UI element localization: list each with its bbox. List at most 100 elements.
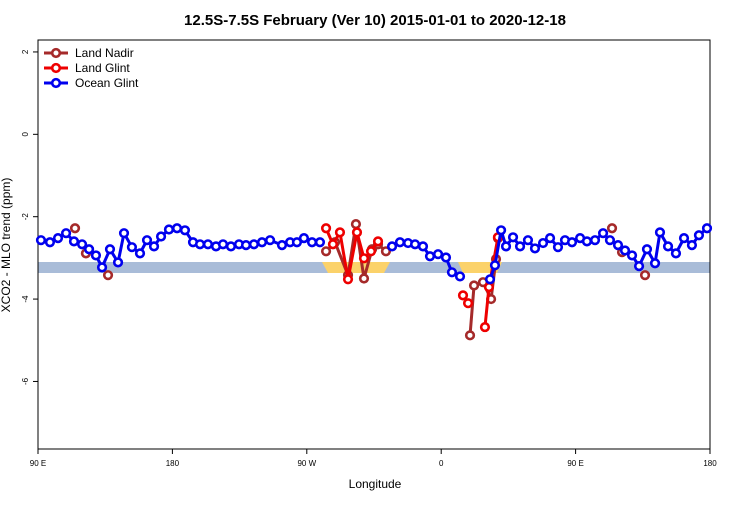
point [464, 330, 476, 341]
point [365, 246, 377, 257]
point [597, 228, 609, 239]
point [639, 270, 651, 281]
legend-marker [50, 62, 62, 74]
point [612, 240, 624, 251]
point [500, 241, 512, 252]
chart-title: 12.5S-7.5S February (Ver 10) 2015-01-01 … [184, 12, 566, 29]
y-tick-label: -4 [21, 295, 30, 303]
point [589, 235, 601, 246]
point [155, 231, 167, 242]
x-tick-label: 180 [703, 459, 717, 468]
point [529, 243, 541, 254]
point [670, 248, 682, 259]
point [372, 236, 384, 247]
point [179, 225, 191, 236]
land-band [322, 262, 390, 273]
point [148, 241, 160, 252]
point [581, 236, 593, 247]
point [264, 235, 276, 246]
point [83, 244, 95, 255]
y-tick-label: 0 [21, 132, 30, 137]
point [320, 246, 332, 257]
point [457, 290, 469, 301]
point [514, 241, 526, 252]
x-tick-label: 90 W [297, 459, 316, 468]
plot-frame [37, 39, 711, 450]
point [409, 239, 421, 250]
point [320, 223, 332, 234]
point [484, 274, 496, 285]
point [35, 235, 47, 246]
y-axis-label: XCO2 - MLO trend (ppm) [0, 178, 13, 313]
point [641, 244, 653, 255]
point [342, 274, 354, 285]
point [112, 257, 124, 268]
legend-label: Ocean Glint [75, 76, 139, 90]
point [134, 248, 146, 259]
legend-label: Land Nadir [75, 46, 134, 60]
point [202, 239, 214, 250]
point [248, 239, 260, 250]
point [350, 219, 362, 230]
point [417, 241, 429, 252]
point [298, 233, 310, 244]
x-tick-label: 180 [166, 459, 180, 468]
point [76, 239, 88, 250]
point [141, 235, 153, 246]
x-tick-label: 0 [439, 459, 444, 468]
point [327, 239, 339, 250]
point [358, 273, 370, 284]
point [633, 261, 645, 272]
point [351, 227, 363, 238]
point [118, 228, 130, 239]
point [446, 267, 458, 278]
point [291, 237, 303, 248]
point [68, 236, 80, 247]
point [489, 260, 501, 271]
point [306, 237, 318, 248]
point [552, 242, 564, 253]
point [662, 241, 674, 252]
point [606, 223, 618, 234]
point [163, 224, 175, 235]
point [678, 233, 690, 244]
point [537, 237, 549, 249]
point [686, 240, 698, 251]
point [276, 240, 288, 251]
point [654, 227, 666, 238]
point [544, 233, 556, 244]
point [225, 241, 237, 252]
point [424, 251, 436, 262]
point [90, 250, 102, 261]
x-tick-label: 90 E [567, 459, 583, 468]
legend-marker [50, 47, 62, 59]
point [566, 237, 578, 248]
point [483, 282, 495, 293]
point [507, 232, 519, 243]
point [256, 237, 268, 248]
point [649, 258, 661, 269]
point [440, 252, 452, 263]
point [468, 280, 480, 291]
point [454, 271, 466, 282]
point [102, 270, 114, 281]
x-axis-label: Longitude [349, 477, 402, 491]
point [314, 237, 326, 248]
point [60, 228, 72, 239]
x-tick-label: 90 E [30, 459, 46, 468]
point [334, 227, 346, 238]
point [432, 249, 444, 260]
point [495, 225, 507, 236]
point [604, 235, 616, 246]
point [626, 250, 638, 261]
point [619, 245, 631, 256]
point [104, 244, 116, 255]
point [394, 237, 406, 248]
y-tick-label: 2 [21, 49, 30, 54]
point [462, 298, 474, 309]
point [194, 239, 206, 250]
point [44, 237, 56, 248]
point [96, 262, 108, 273]
